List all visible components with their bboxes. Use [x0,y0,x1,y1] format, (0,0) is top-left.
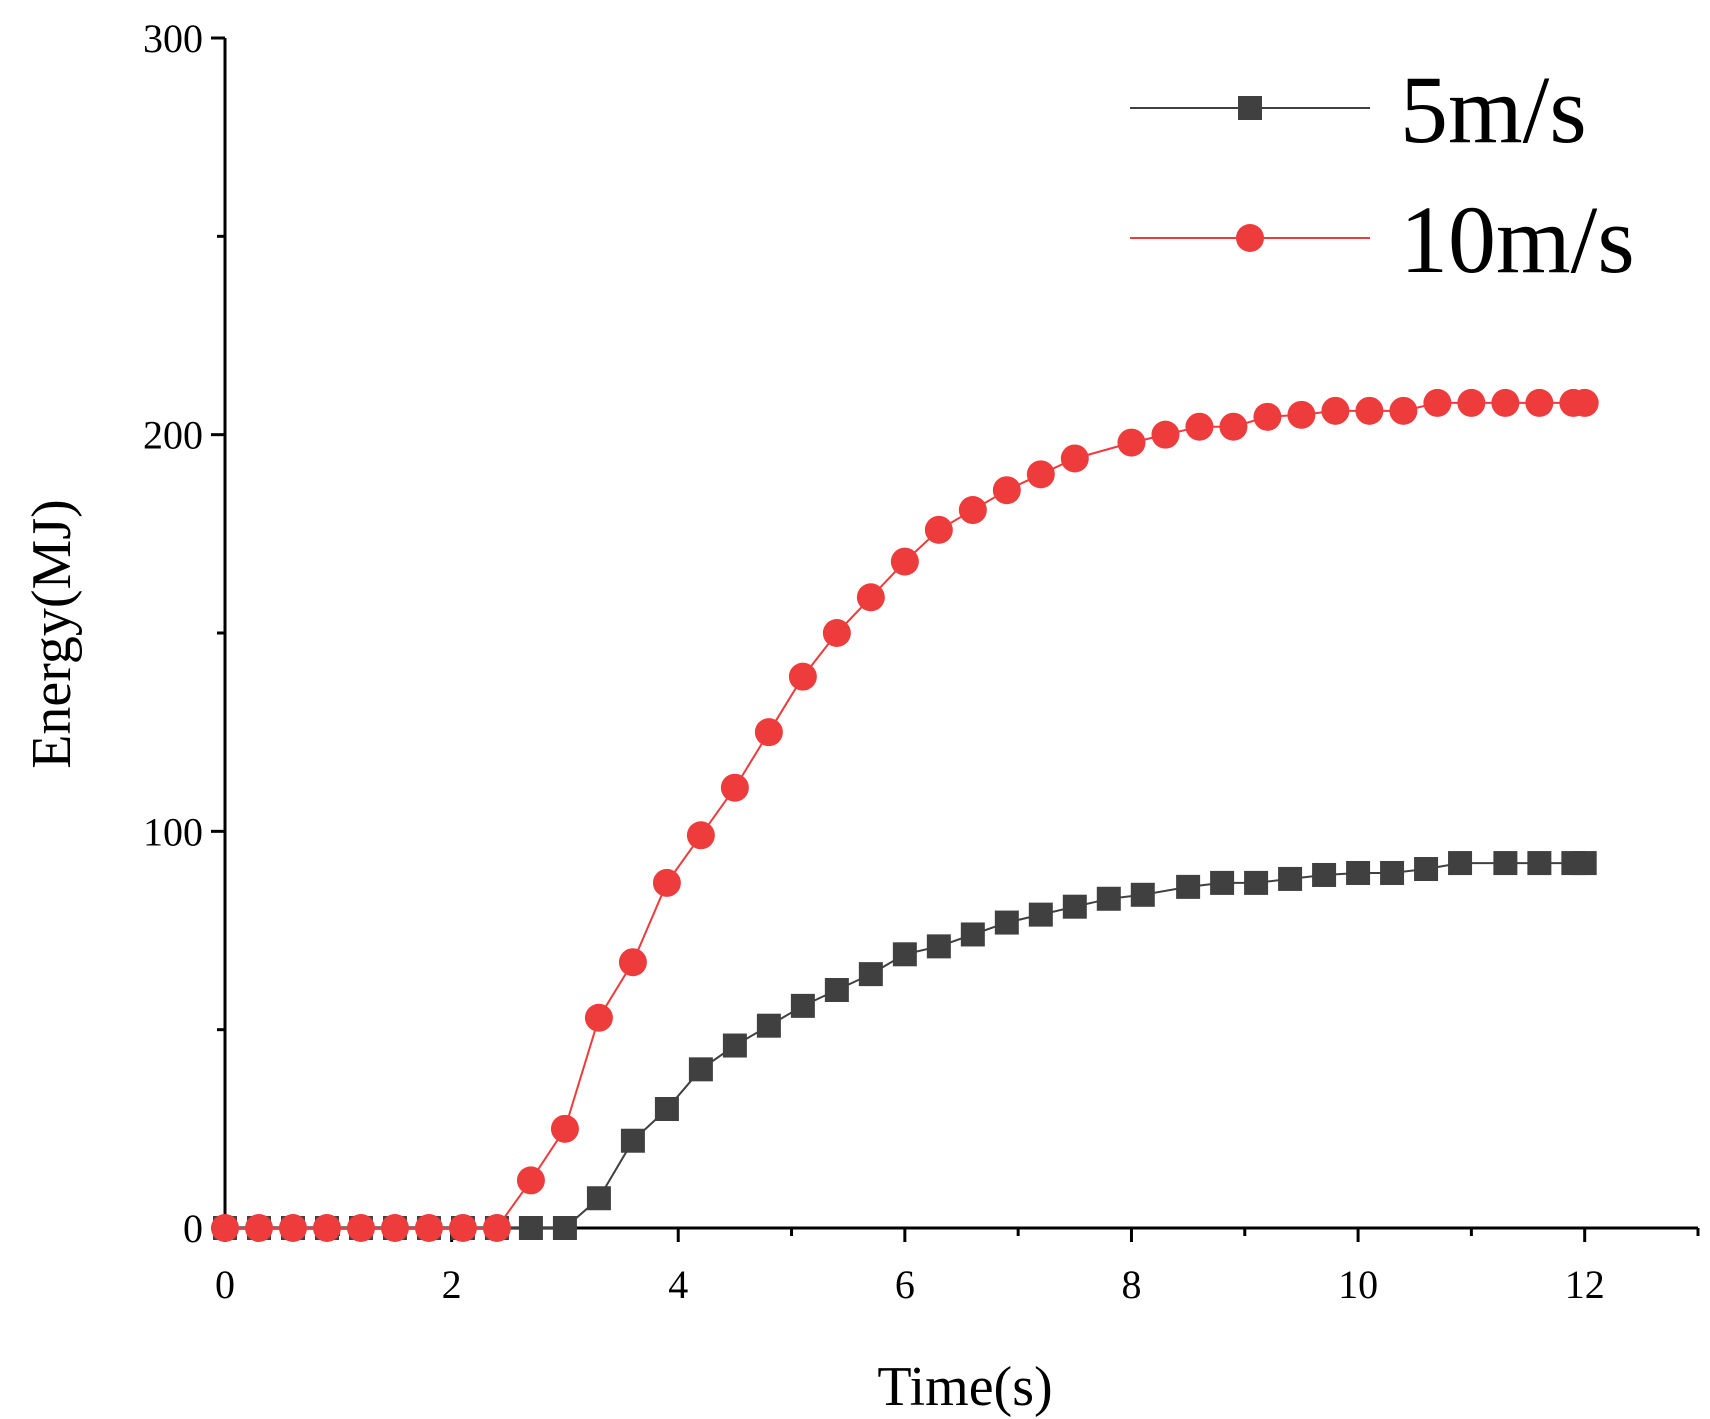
data-point-square [552,1216,577,1240]
x-axis-title: Time(s) [877,1356,1052,1418]
data-point-circle [890,547,919,576]
data-point-circle [1060,444,1089,473]
data-point-square [994,910,1019,935]
data-point-square [824,978,849,1002]
legend-entry: 10m/s [1130,186,1635,293]
data-point-circle [992,476,1021,505]
x-tick-label: 2 [442,1262,462,1307]
data-point-square [688,1057,713,1082]
data-point-square [892,942,917,967]
data-point-square [1244,870,1269,895]
data-point-square [1380,860,1405,885]
x-tick-label: 0 [215,1262,235,1307]
series-line [225,862,1585,1229]
data-point-circle [211,1214,239,1242]
data-point-circle [686,821,715,850]
data-point-square [926,934,951,959]
data-point-square [1176,874,1201,899]
data-point-circle [856,583,885,612]
data-point-square [1414,857,1439,882]
data-point-square [1346,860,1371,885]
data-point-square [790,993,815,1018]
data-point-circle [652,868,681,897]
data-point-square [654,1097,679,1121]
data-point-circle [720,773,749,802]
data-point-circle [1423,388,1452,417]
data-point-square [1130,882,1155,907]
series-5m-s [213,851,1597,1240]
data-point-circle [958,496,987,525]
data-point-square [620,1128,645,1153]
y-tick-label: 200 [143,413,203,458]
data-point-circle [1117,428,1146,457]
data-point-circle [1321,396,1350,425]
data-point-circle [550,1114,579,1143]
data-point-circle [1287,400,1316,429]
data-point-circle [822,619,851,647]
data-point-circle [618,948,647,977]
data-point-circle [1491,388,1520,417]
data-point-circle [1253,402,1282,431]
data-point-square [1062,894,1087,919]
axis-ticks: 0 2 4 6 8 10 12 0 100 200 300 [143,16,1700,1307]
data-point-square [1312,862,1337,887]
data-point-circle [1151,420,1180,449]
data-point-circle [788,662,817,691]
data-point-square [1210,870,1235,895]
data-point-square [1278,866,1303,891]
data-point-circle [1570,388,1599,417]
x-tick-label: 10 [1338,1262,1378,1307]
data-point-circle [1389,396,1418,425]
data-point-circle [244,1214,273,1242]
data-point-square [1493,851,1518,876]
series-line [225,401,1585,1229]
data-point-circle [380,1214,409,1242]
x-tick-label: 4 [668,1262,688,1307]
data-point-square [858,962,883,987]
legend-marker-square [1238,96,1262,120]
data-point-circle [584,1003,613,1032]
data-point-circle [448,1214,477,1242]
x-tick-label: 6 [895,1262,915,1307]
data-point-square [518,1216,543,1240]
data-point-square [756,1013,781,1038]
series-10m-s [211,388,1599,1242]
data-point-square [1096,886,1121,911]
y-tick-label: 300 [143,16,203,61]
legend-marker-circle [1236,224,1264,252]
data-point-circle [482,1214,511,1242]
data-point-circle [1355,396,1384,425]
series-layer [211,388,1599,1242]
data-point-circle [1457,388,1486,417]
y-tick-label: 100 [143,809,203,854]
legend: 5m/s 10m/s [1130,56,1635,293]
data-point-square [1448,851,1473,876]
legend-entry: 5m/s [1130,56,1587,163]
y-tick-label: 0 [183,1206,203,1251]
data-point-circle [346,1214,375,1242]
legend-label: 10m/s [1400,186,1635,293]
data-point-circle [312,1214,341,1242]
legend-label: 5m/s [1400,56,1587,163]
data-point-circle [414,1214,443,1242]
data-point-square [722,1033,747,1058]
data-point-circle [1219,412,1248,441]
data-point-circle [278,1214,307,1242]
data-point-circle [516,1166,545,1195]
data-point-circle [754,718,783,747]
data-point-square [960,922,985,947]
data-point-square [1572,851,1597,876]
data-point-circle [924,515,953,544]
data-point-circle [1525,388,1554,417]
data-point-circle [1185,412,1214,441]
data-point-circle [1026,460,1055,489]
data-point-square [586,1186,611,1211]
y-axis-title: Energy(MJ) [21,499,83,769]
data-point-square [1028,902,1053,927]
x-tick-label: 12 [1565,1262,1605,1307]
x-tick-label: 8 [1121,1262,1141,1307]
data-point-square [1527,851,1552,876]
